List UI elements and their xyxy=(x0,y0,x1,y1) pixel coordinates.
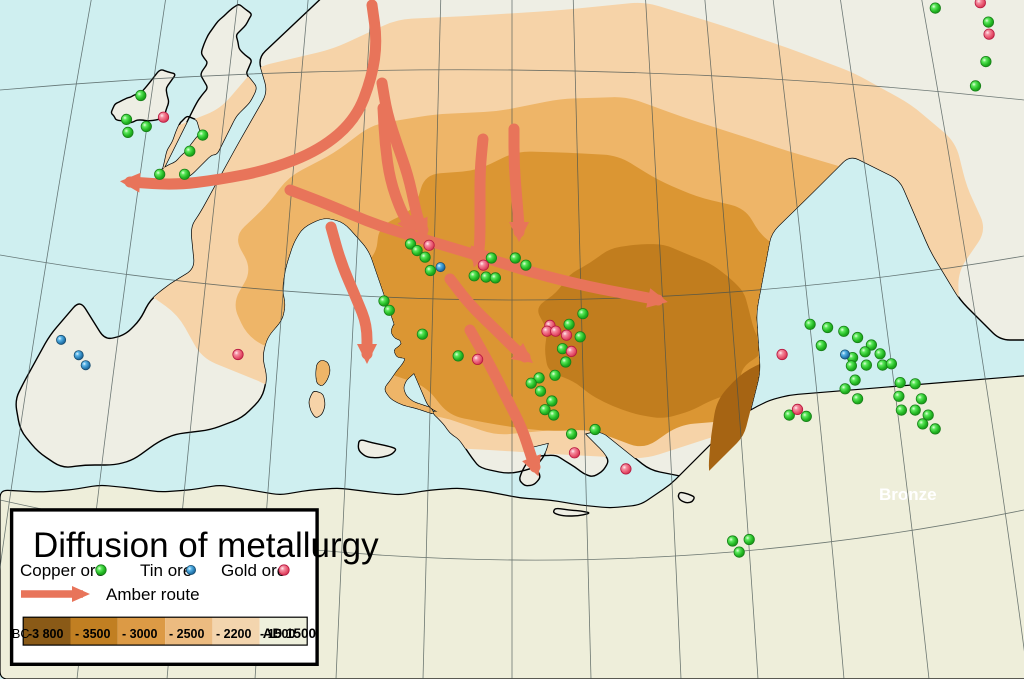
svg-text:Tin ore: Tin ore xyxy=(140,561,192,580)
svg-text:- 2200: - 2200 xyxy=(216,627,251,641)
svg-text:Copper ore: Copper ore xyxy=(20,561,105,580)
svg-text:- 3000: - 3000 xyxy=(122,627,157,641)
svg-text:BC: BC xyxy=(12,627,29,641)
svg-text:AD 1500: AD 1500 xyxy=(263,626,316,641)
svg-text:Amber route: Amber route xyxy=(106,585,200,604)
svg-text:- 3500: - 3500 xyxy=(75,627,110,641)
svg-text:Diffusion of metallurgy: Diffusion of metallurgy xyxy=(33,526,379,565)
svg-text:- 2500: - 2500 xyxy=(169,627,204,641)
svg-text:-3 800: -3 800 xyxy=(28,627,63,641)
svg-text:Bronze: Bronze xyxy=(879,485,937,504)
svg-text:Gold ore: Gold ore xyxy=(221,561,286,580)
